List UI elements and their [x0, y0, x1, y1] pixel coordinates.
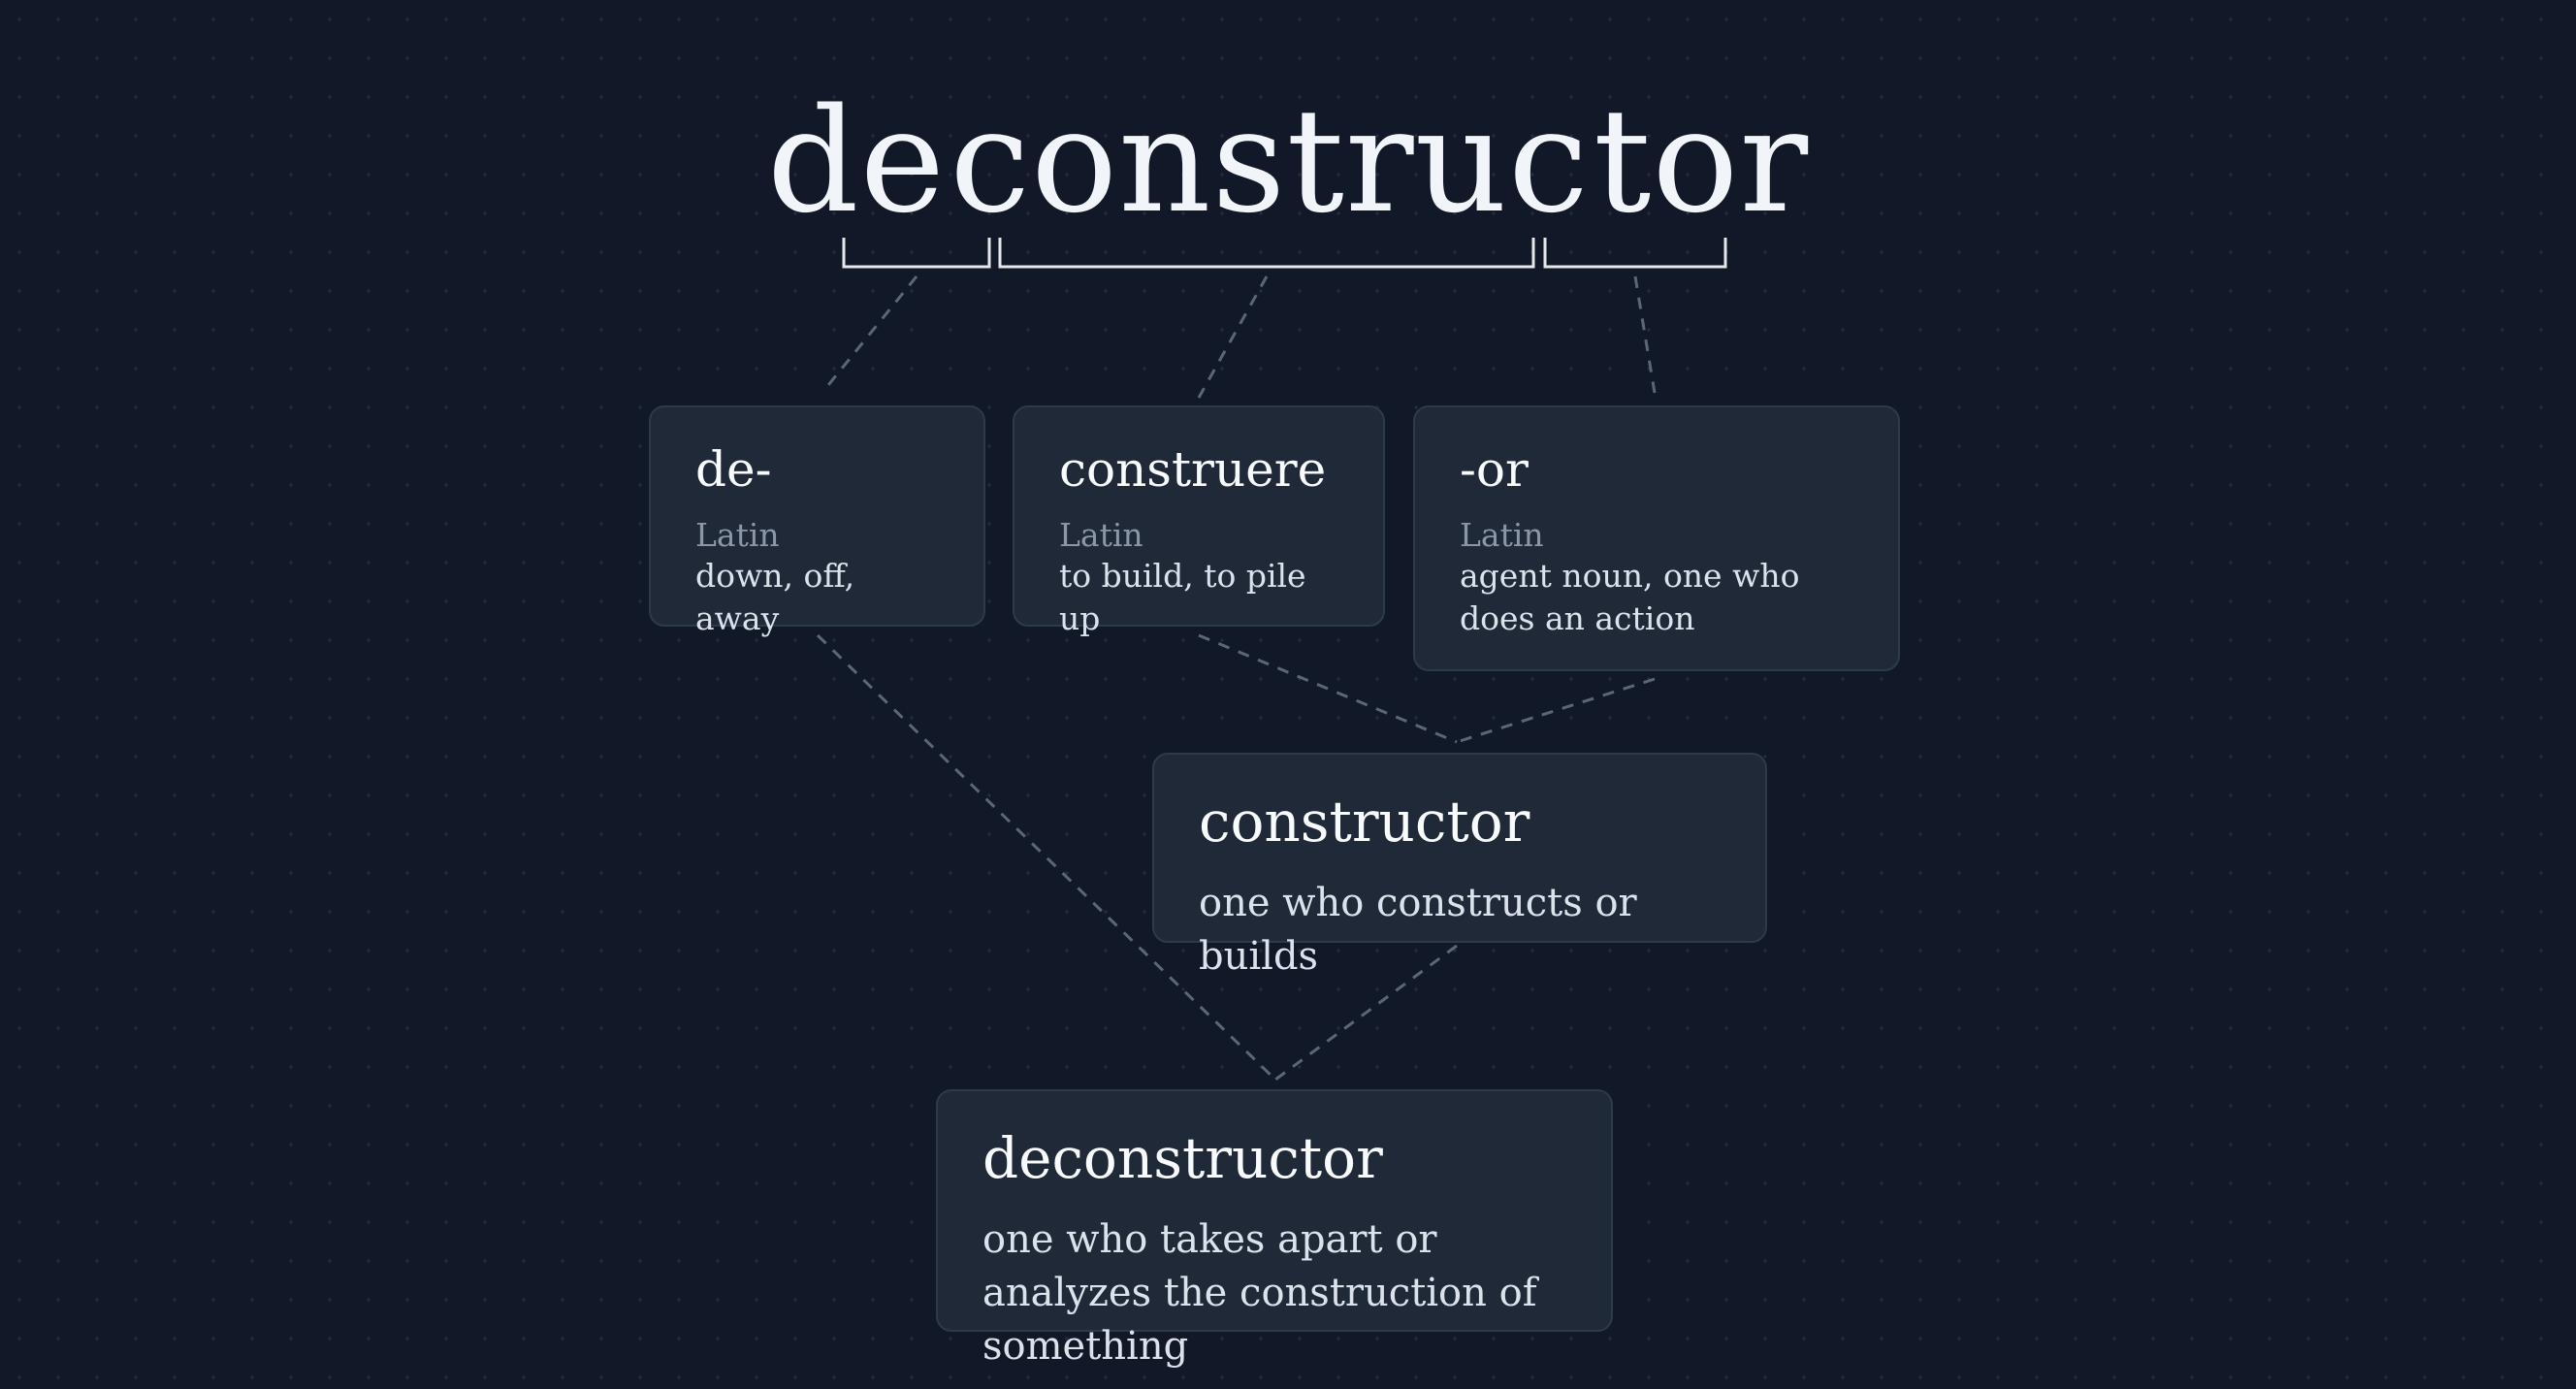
result-term: deconstructor	[982, 1125, 1383, 1191]
connector-construere-to-constructor	[1198, 633, 1458, 744]
bracket-root	[998, 238, 1535, 269]
morpheme-term: construere	[1059, 441, 1327, 498]
headword-segment-suffix: tor	[1593, 78, 1810, 244]
intermediate-gloss: one who constructs or builds	[1199, 881, 1637, 979]
connector-suffix-to-or	[1633, 275, 1657, 394]
connector-prefix-to-de	[822, 275, 918, 391]
morpheme-gloss: agent noun, one who does an action	[1460, 557, 1800, 637]
morpheme-term: de-	[695, 441, 772, 498]
bracket-prefix	[842, 238, 991, 269]
morpheme-language: Latin	[1460, 516, 1544, 554]
intermediate-card-constructor: constructor one who constructs or builds	[1152, 753, 1767, 979]
connector-root-to-construere	[1197, 275, 1269, 399]
connector-or-to-constructor	[1456, 677, 1656, 744]
bracket-suffix	[1543, 238, 1727, 269]
result-gloss: one who takes apart or analyzes the cons…	[982, 1217, 1537, 1369]
connector-constructor-to-deconstructor	[1274, 944, 1458, 1082]
morpheme-card-or: -or Latin agent noun, one who does an ac…	[1413, 405, 1900, 671]
morpheme-gloss: down, off, away	[695, 557, 855, 637]
headword: de construc tor	[0, 89, 2576, 233]
morpheme-language: Latin	[695, 516, 780, 554]
morpheme-gloss: to build, to pile up	[1059, 557, 1306, 637]
headword-segment-prefix: de	[766, 78, 947, 244]
morpheme-language: Latin	[1059, 516, 1143, 554]
result-card-deconstructor: deconstructor one who takes apart or ana…	[936, 1089, 1613, 1369]
headword-segment-root: construc	[950, 78, 1590, 244]
morpheme-card-de: de- Latin down, off, away	[649, 405, 985, 637]
intermediate-term: constructor	[1199, 789, 1530, 855]
morpheme-term: -or	[1460, 441, 1529, 498]
morpheme-card-construere: construere Latin to build, to pile up	[1013, 405, 1385, 637]
